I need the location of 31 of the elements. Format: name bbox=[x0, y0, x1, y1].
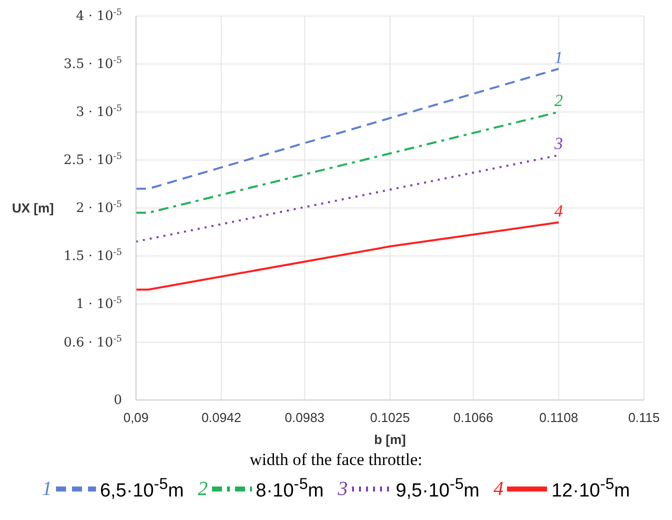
x-tick-label: 0.1066 bbox=[453, 410, 494, 425]
y-tick-label: 3 · 10$^{-5}$ bbox=[76, 104, 122, 120]
y-axis-title: UX [m] bbox=[12, 200, 54, 216]
text: 4 bbox=[493, 478, 504, 500]
y-tick-label: 0.6 · 10$^{-5}$ bbox=[64, 334, 122, 350]
annotation: 3 bbox=[553, 134, 563, 154]
x-tick-label: 0.0942 bbox=[201, 410, 242, 425]
text: 1 bbox=[42, 478, 52, 500]
y-tick-label: 2.5 · 10$^{-5}$ bbox=[64, 152, 122, 168]
annotation: 2 bbox=[554, 91, 564, 110]
x-tick-label: 0.0983 bbox=[284, 410, 325, 425]
legend-label: 6,5·10$^{-5}$m bbox=[100, 476, 184, 502]
x-tick-label: 0.115 bbox=[628, 410, 660, 425]
annotation: 4 bbox=[554, 201, 564, 220]
x-tick-label: 0.1108 bbox=[539, 410, 578, 425]
legend-label: 9,5·10$^{-5}$m bbox=[396, 476, 480, 502]
legend-label: 8·10$^{-5}$m bbox=[256, 476, 324, 502]
y-tick-label: 3.5 · 10$^{-5}$ bbox=[64, 56, 122, 72]
y-tick-label: 2 · 10$^{-5}$ bbox=[76, 200, 122, 216]
text: 2 bbox=[198, 478, 208, 500]
legend-label: 12·10$^{-5}$m bbox=[551, 476, 630, 502]
annotation: 1 bbox=[554, 48, 563, 67]
x-tick-label: 0.1025 bbox=[370, 410, 410, 425]
y-tick-label: 4 · 10$^{-5}$ bbox=[76, 8, 122, 24]
y-tick-label: 0 bbox=[114, 393, 122, 408]
y-tick-label: 1.5 · 10$^{-5}$ bbox=[64, 248, 122, 264]
x-tick-label: 0,09 bbox=[123, 410, 149, 425]
y-tick-label: 1 · 10$^{-5}$ bbox=[76, 296, 122, 312]
legend-title: width of the face throttle: bbox=[248, 450, 424, 470]
text: 3 bbox=[338, 478, 348, 500]
x-axis-title: b [m] bbox=[374, 432, 406, 447]
